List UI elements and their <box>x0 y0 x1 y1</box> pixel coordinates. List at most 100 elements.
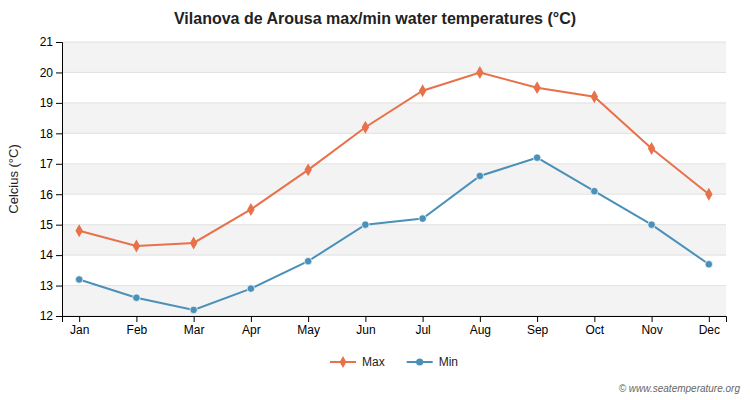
point <box>476 66 483 79</box>
point <box>247 203 254 216</box>
tick-label: 18 <box>40 127 54 141</box>
tick-label: Dec <box>699 323 720 337</box>
tick: 12 <box>40 309 62 323</box>
tick-mark <box>251 316 252 322</box>
tick-mark <box>56 42 62 43</box>
grid-line <box>62 285 726 286</box>
axis-line <box>63 317 727 323</box>
tick-mark <box>56 255 62 256</box>
tick-label: Feb <box>127 323 148 337</box>
grid-line <box>62 102 726 103</box>
tick: 13 <box>40 279 62 293</box>
grid-line <box>62 72 726 73</box>
legend-item: Max <box>330 355 385 369</box>
tick-mark <box>537 316 538 322</box>
legend-symbol <box>340 356 347 368</box>
point <box>304 257 311 264</box>
point <box>648 221 655 228</box>
x-axis: JanFebMarAprMayJunJulAugSepOctNovDec <box>63 316 727 337</box>
tick-label: Apr <box>242 323 261 337</box>
tick: Oct <box>586 316 605 337</box>
tick-mark <box>423 316 424 322</box>
tick: 14 <box>40 248 62 262</box>
line <box>79 158 709 310</box>
band <box>62 164 726 194</box>
annotation: © www.seatemperature.org <box>619 383 741 394</box>
point <box>533 154 540 161</box>
grid-line <box>62 224 726 225</box>
tick-mark <box>480 316 481 322</box>
grid-line <box>62 42 726 43</box>
tick: Jun <box>356 316 375 337</box>
band <box>62 103 726 133</box>
grid-line <box>62 163 726 164</box>
point <box>247 285 254 292</box>
legend: MaxMin <box>330 355 458 369</box>
point <box>476 172 483 179</box>
tick-label: Sep <box>527 323 549 337</box>
tick-label: Aug <box>470 323 491 337</box>
tick-label: Jul <box>415 323 430 337</box>
tick-label: 16 <box>40 188 54 202</box>
series <box>75 66 712 252</box>
point <box>591 187 598 194</box>
point <box>362 121 369 134</box>
chart: JanFebMarAprMayJunJulAugSepOctNovDec1213… <box>0 0 750 400</box>
point <box>190 306 197 313</box>
grid-line <box>62 255 726 256</box>
tick: 18 <box>40 127 62 141</box>
tick: 17 <box>40 157 62 171</box>
band <box>62 42 726 72</box>
tick-mark <box>652 316 653 322</box>
tick-mark <box>594 316 595 322</box>
point <box>533 81 540 94</box>
point <box>133 240 140 253</box>
tick: Sep <box>527 316 549 337</box>
tick-label: 19 <box>40 96 54 110</box>
tick-mark <box>56 103 62 104</box>
tick: Feb <box>127 316 148 337</box>
tick: Jul <box>415 316 430 337</box>
grid <box>62 42 726 316</box>
point <box>591 90 598 103</box>
tick: Dec <box>699 316 720 337</box>
point <box>304 163 311 176</box>
band <box>62 255 726 285</box>
tick-mark <box>194 316 195 322</box>
tick-mark <box>56 194 62 195</box>
point <box>133 294 140 301</box>
point <box>75 276 82 283</box>
series <box>75 154 712 314</box>
tick-mark <box>365 316 366 322</box>
tick-mark <box>308 316 309 322</box>
marks <box>75 66 712 314</box>
tick-mark <box>56 316 62 317</box>
tick: 19 <box>40 96 62 110</box>
point <box>705 188 712 201</box>
point <box>419 215 426 222</box>
tick-label: 13 <box>40 279 54 293</box>
tick-mark <box>56 286 62 287</box>
legend-label: Max <box>362 355 385 369</box>
line <box>79 72 709 246</box>
tick-mark <box>79 316 80 322</box>
tick-mark <box>56 164 62 165</box>
point <box>362 221 369 228</box>
tick: May <box>297 316 320 337</box>
point <box>75 224 82 237</box>
axis-line <box>56 43 63 317</box>
point <box>648 142 655 155</box>
plot: JanFebMarAprMayJunJulAugSepOctNovDec1213… <box>40 35 727 336</box>
tick-mark <box>56 133 62 134</box>
tick-mark <box>56 225 62 226</box>
legend-symbol <box>416 358 423 365</box>
tick-mark <box>56 72 62 73</box>
point <box>419 84 426 97</box>
tick-label: May <box>297 323 320 337</box>
tick-label: 15 <box>40 218 54 232</box>
tick: Aug <box>470 316 491 337</box>
tick-label: 17 <box>40 157 54 171</box>
tick-mark <box>136 316 137 322</box>
point <box>705 261 712 268</box>
tick-label: Nov <box>641 323 662 337</box>
